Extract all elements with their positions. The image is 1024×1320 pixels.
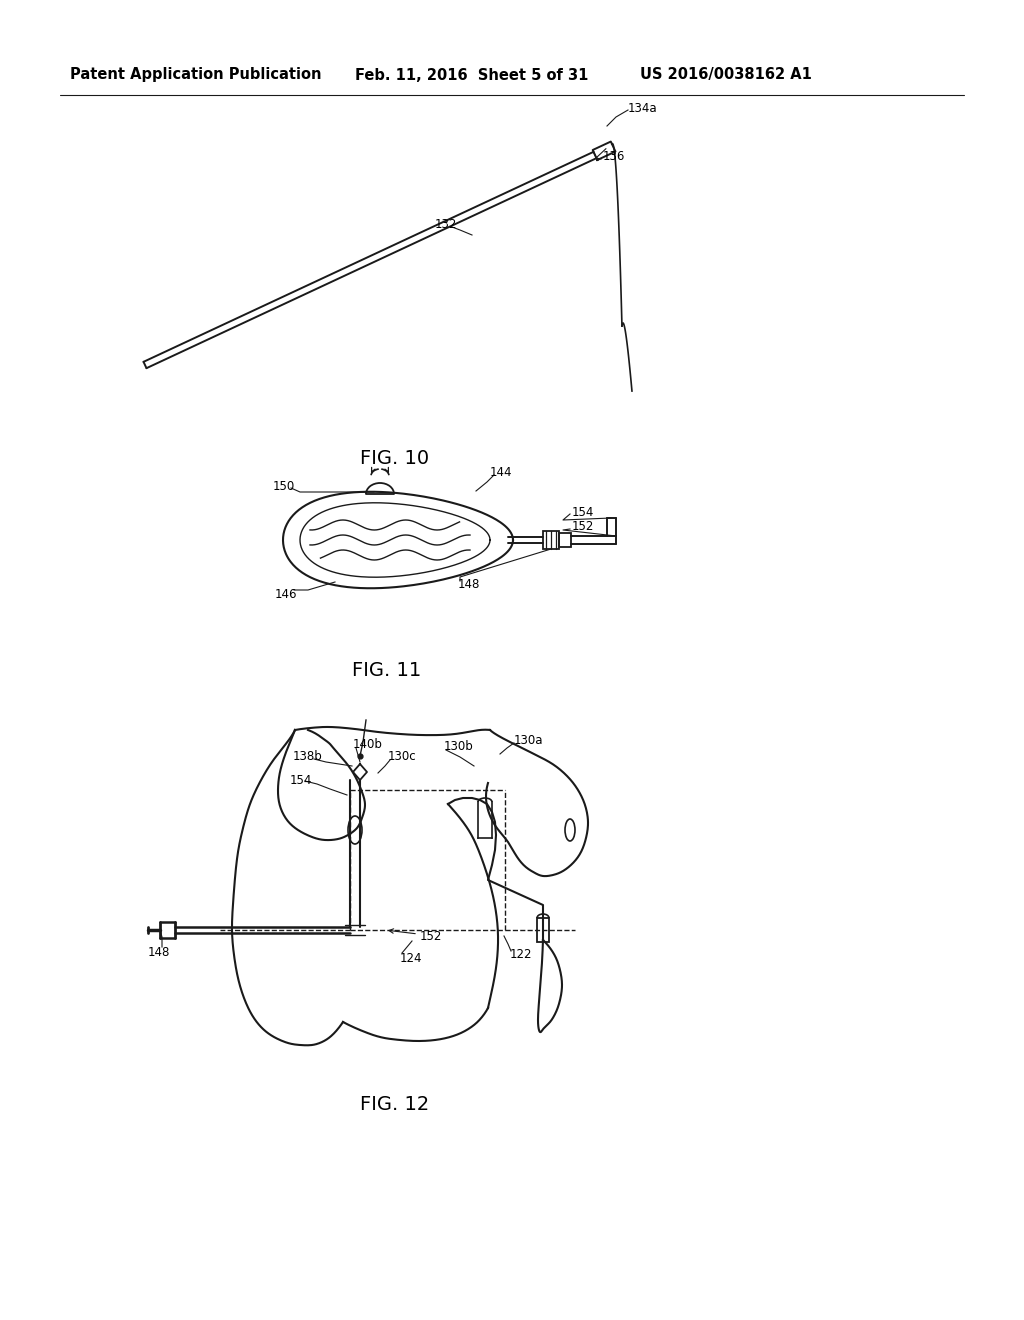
Text: 152: 152 bbox=[572, 520, 594, 533]
Text: FIG. 11: FIG. 11 bbox=[352, 660, 421, 680]
Text: 122: 122 bbox=[510, 949, 532, 961]
Text: 154: 154 bbox=[290, 774, 312, 787]
Text: 134a: 134a bbox=[628, 102, 657, 115]
Text: 148: 148 bbox=[458, 578, 480, 591]
Text: 130c: 130c bbox=[388, 751, 417, 763]
Text: 154: 154 bbox=[572, 506, 594, 519]
Text: Patent Application Publication: Patent Application Publication bbox=[70, 67, 322, 82]
Bar bbox=[537, 917, 549, 942]
Text: 146: 146 bbox=[275, 587, 298, 601]
Text: 148: 148 bbox=[148, 945, 170, 958]
Text: 130b: 130b bbox=[444, 741, 474, 754]
Bar bbox=[559, 533, 571, 546]
Text: 150: 150 bbox=[273, 479, 295, 492]
Text: 132: 132 bbox=[435, 218, 458, 231]
Text: US 2016/0038162 A1: US 2016/0038162 A1 bbox=[640, 67, 812, 82]
Text: 144: 144 bbox=[490, 466, 512, 479]
Text: 136: 136 bbox=[603, 150, 626, 164]
Text: FIG. 12: FIG. 12 bbox=[360, 1096, 429, 1114]
Text: 140b: 140b bbox=[353, 738, 383, 751]
Bar bbox=[543, 531, 559, 549]
Text: 152: 152 bbox=[420, 931, 442, 944]
Text: 138b: 138b bbox=[293, 751, 323, 763]
Text: Feb. 11, 2016  Sheet 5 of 31: Feb. 11, 2016 Sheet 5 of 31 bbox=[355, 67, 589, 82]
Text: 130a: 130a bbox=[514, 734, 544, 747]
Text: FIG. 10: FIG. 10 bbox=[360, 449, 429, 467]
Text: 124: 124 bbox=[400, 952, 423, 965]
